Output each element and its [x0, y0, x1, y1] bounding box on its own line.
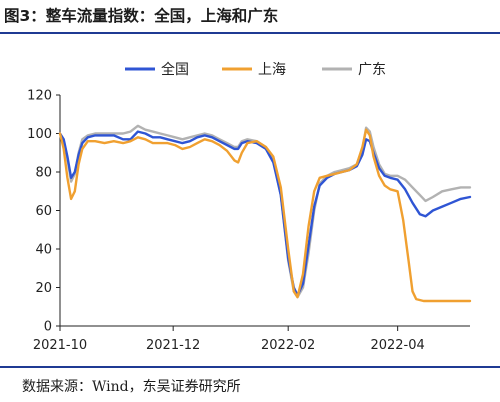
- x-tick-label: 2022-04: [370, 338, 424, 353]
- legend-label: 全国: [161, 61, 189, 78]
- figure-header: 图3：整车流量指数：全国，上海和广东: [0, 0, 500, 34]
- series-line-national: [58, 130, 472, 297]
- legend-label: 上海: [258, 62, 286, 78]
- series-line-shanghai: [58, 128, 472, 303]
- y-tick-label: 100: [27, 127, 52, 142]
- series-line-guangdong: [58, 124, 472, 299]
- figure-footer: 数据来源：Wind，东吴证券研究所: [0, 366, 500, 402]
- y-tick-label: 20: [35, 281, 52, 296]
- y-tick-label: 120: [27, 89, 52, 104]
- line-chart: 0 20 40 60 80 100 120 2021-10 2021-12 2022-02 2022…: [27, 61, 472, 353]
- y-tick-label: 60: [35, 204, 52, 219]
- figure-title: 图3：整车流量指数：全国，上海和广东: [4, 7, 279, 25]
- y-tick-label: 0: [44, 320, 52, 335]
- x-tick-label: 2021-12: [146, 338, 200, 353]
- legend-label: 广东: [358, 62, 386, 78]
- chart-area: 0 20 40 60 80 100 120 2021-10 2021-12 2022-02 2022…: [0, 38, 500, 366]
- y-tick-label: 80: [35, 166, 52, 181]
- x-tick-label: 2021-10: [33, 338, 87, 353]
- y-tick-label: 40: [35, 243, 52, 258]
- figure-source: 数据来源：Wind，东吴证券研究所: [22, 379, 241, 395]
- x-tick-label: 2022-02: [261, 338, 315, 353]
